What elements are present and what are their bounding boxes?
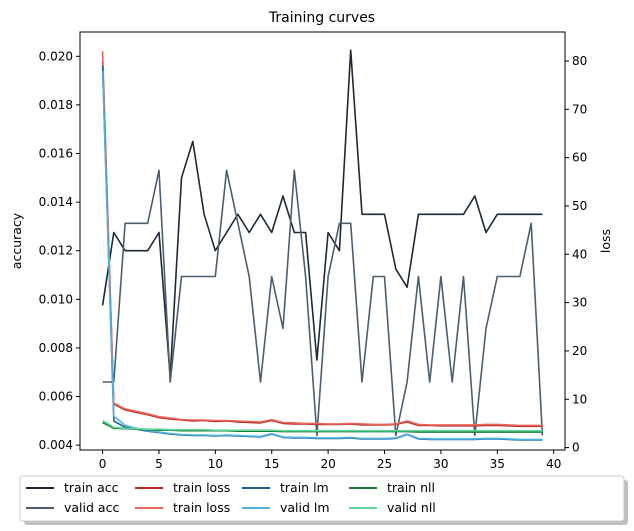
legend-label: train nll — [387, 480, 435, 495]
y-axis-left: 0.004 0.006 0.008 0.010 0.012 0.014 0.016 0.018… — [39, 49, 80, 452]
legend-box — [19, 475, 625, 522]
y-right-tick-label: 20 — [572, 344, 587, 358]
series-line-4 — [101, 65, 543, 441]
y-axis-right: 0 10 20 30 40 50 60 70 80 — [565, 54, 587, 455]
legend-label: train loss — [173, 500, 230, 515]
x-tick-label: 25 — [377, 457, 392, 471]
y-right-tick-label: 0 — [572, 441, 580, 455]
series-line-1 — [102, 169, 544, 437]
x-axis: 0 5 10 15 20 25 30 35 40 — [99, 450, 561, 471]
legend-label: valid acc — [64, 500, 119, 515]
y-left-tick-label: 0.012 — [39, 244, 73, 258]
y-left-tick-label: 0.006 — [39, 390, 73, 404]
y-right-tick-label: 30 — [572, 296, 587, 310]
x-tick-label: 35 — [490, 457, 505, 471]
legend-label: valid nll — [387, 500, 436, 515]
x-tick-label: 15 — [264, 457, 279, 471]
y-right-tick-label: 50 — [572, 199, 587, 213]
x-tick-label: 0 — [99, 457, 107, 471]
legend-label: train loss — [173, 480, 230, 495]
legend-label: valid lm — [280, 500, 330, 515]
x-tick-label: 20 — [320, 457, 335, 471]
y-left-tick-label: 0.008 — [39, 341, 73, 355]
y-right-tick-label: 80 — [572, 54, 587, 68]
legend-label: train lm — [280, 480, 329, 495]
legend-items: train acc valid acc train loss train loss tr… — [26, 480, 436, 515]
x-tick-label: 5 — [155, 457, 163, 471]
series-line-0 — [101, 49, 543, 378]
series-line-5 — [101, 70, 543, 441]
series-line-3 — [101, 51, 543, 427]
legend-label: train acc — [64, 480, 119, 495]
y-left-tick-label: 0.014 — [39, 195, 73, 209]
y-axis-left-label: accuracy — [9, 212, 24, 269]
y-left-tick-label: 0.004 — [39, 438, 73, 452]
y-right-tick-label: 40 — [572, 247, 587, 261]
series-line-7 — [102, 419, 543, 432]
x-tick-label: 30 — [433, 457, 448, 471]
chart-title: Training curves — [268, 10, 375, 26]
y-axis-right-label: loss — [598, 229, 613, 253]
y-right-tick-label: 60 — [572, 151, 587, 165]
series-layer — [101, 49, 544, 441]
series-line-2 — [101, 60, 543, 428]
x-tick-label: 10 — [208, 457, 223, 471]
y-right-tick-label: 10 — [572, 392, 587, 406]
y-left-tick-label: 0.020 — [39, 49, 73, 63]
x-tick-label: 40 — [546, 457, 561, 471]
y-left-tick-label: 0.010 — [39, 292, 73, 306]
legend: train acc valid acc train loss train loss tr… — [19, 475, 628, 525]
y-right-tick-label: 70 — [572, 102, 587, 116]
y-left-tick-label: 0.018 — [39, 98, 73, 112]
y-left-tick-label: 0.016 — [39, 147, 73, 161]
plot-frame — [79, 31, 566, 451]
